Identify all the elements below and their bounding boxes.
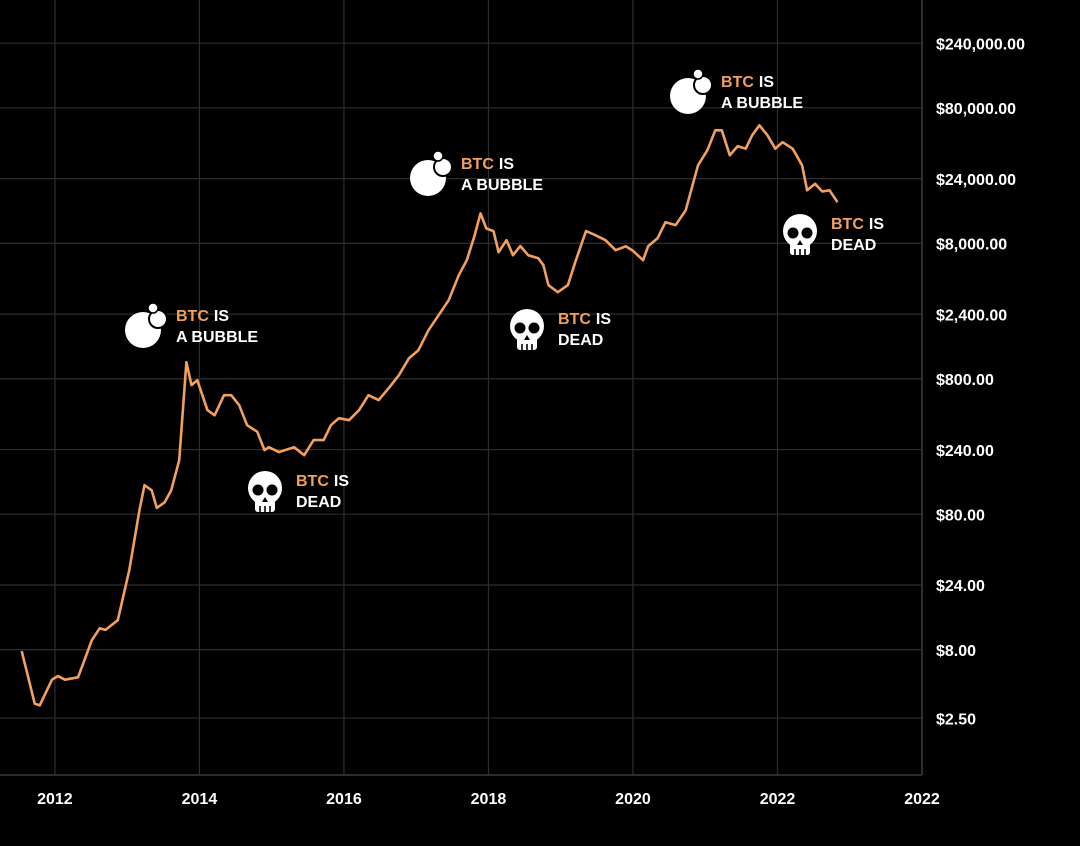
- price-line: [20, 124, 839, 707]
- annotation: BTC IS DEAD: [510, 309, 611, 350]
- y-tick-label: $2,400.00: [936, 307, 1007, 324]
- x-tick-label: 2022: [760, 791, 796, 808]
- x-tick-label: 2022: [904, 791, 940, 808]
- y-tick-label: $8.00: [936, 643, 976, 660]
- skull-eye: [514, 322, 526, 334]
- annotation-highlight: BTC: [558, 311, 591, 328]
- x-tick-label: 2012: [37, 791, 73, 808]
- annotation-line: BTC IS: [461, 156, 514, 173]
- annotation-line: DEAD: [831, 237, 876, 254]
- bubble-icon: [432, 150, 444, 162]
- skull-eye: [252, 484, 264, 496]
- y-tick-label: $80,000.00: [936, 101, 1016, 118]
- skull-eye: [787, 227, 799, 239]
- x-tick-label: 2016: [326, 791, 362, 808]
- annotation-line: A BUBBLE: [461, 177, 543, 194]
- annotation-line: BTC IS: [721, 74, 774, 91]
- annotation-line: BTC IS: [176, 308, 229, 325]
- bubble-icon: [147, 302, 159, 314]
- y-tick-label: $24.00: [936, 578, 985, 595]
- annotation-line: DEAD: [296, 494, 341, 511]
- x-tick-label: 2018: [471, 791, 507, 808]
- annotation-highlight: BTC: [176, 308, 209, 325]
- skull-nose: [797, 240, 803, 245]
- y-tick-label: $240.00: [936, 443, 994, 460]
- skull-icon: [248, 471, 282, 505]
- annotation-line: BTC IS: [296, 473, 349, 490]
- annotation: BTC IS A BUBBLE: [125, 302, 258, 348]
- annotation: BTC IS DEAD: [783, 214, 884, 255]
- annotation-line: BTC IS: [558, 311, 611, 328]
- annotation-highlight: BTC: [721, 74, 754, 91]
- annotation-text: IS: [869, 216, 884, 233]
- annotation-highlight: BTC: [296, 473, 329, 490]
- skull-icon: [510, 309, 544, 343]
- skull-eye: [801, 227, 813, 239]
- annotation-text: IS: [334, 473, 349, 490]
- y-tick-label: $24,000.00: [936, 172, 1016, 189]
- skull-nose: [524, 335, 530, 340]
- annotation-line: A BUBBLE: [721, 95, 803, 112]
- annotation-text: IS: [596, 311, 611, 328]
- x-tick-label: 2014: [182, 791, 218, 808]
- bubble-icon: [692, 68, 704, 80]
- skull-eye: [266, 484, 278, 496]
- annotation: BTC IS A BUBBLE: [410, 150, 543, 196]
- annotation-text: IS: [214, 308, 229, 325]
- annotation: BTC IS A BUBBLE: [670, 68, 803, 114]
- skull-eye: [528, 322, 540, 334]
- y-tick-label: $800.00: [936, 372, 994, 389]
- annotation-highlight: BTC: [461, 156, 494, 173]
- skull-nose: [262, 497, 268, 502]
- annotation-line: DEAD: [558, 332, 603, 349]
- y-tick-label: $240,000.00: [936, 36, 1025, 53]
- x-tick-label: 2020: [615, 791, 651, 808]
- y-tick-label: $2.50: [936, 711, 976, 728]
- annotation-line: BTC IS: [831, 216, 884, 233]
- annotation-text: IS: [759, 74, 774, 91]
- annotation-line: A BUBBLE: [176, 329, 258, 346]
- y-tick-label: $80.00: [936, 507, 985, 524]
- skull-icon: [783, 214, 817, 248]
- annotation: BTC IS DEAD: [248, 471, 349, 512]
- y-tick-label: $8,000.00: [936, 236, 1007, 253]
- annotation-highlight: BTC: [831, 216, 864, 233]
- annotation-text: IS: [499, 156, 514, 173]
